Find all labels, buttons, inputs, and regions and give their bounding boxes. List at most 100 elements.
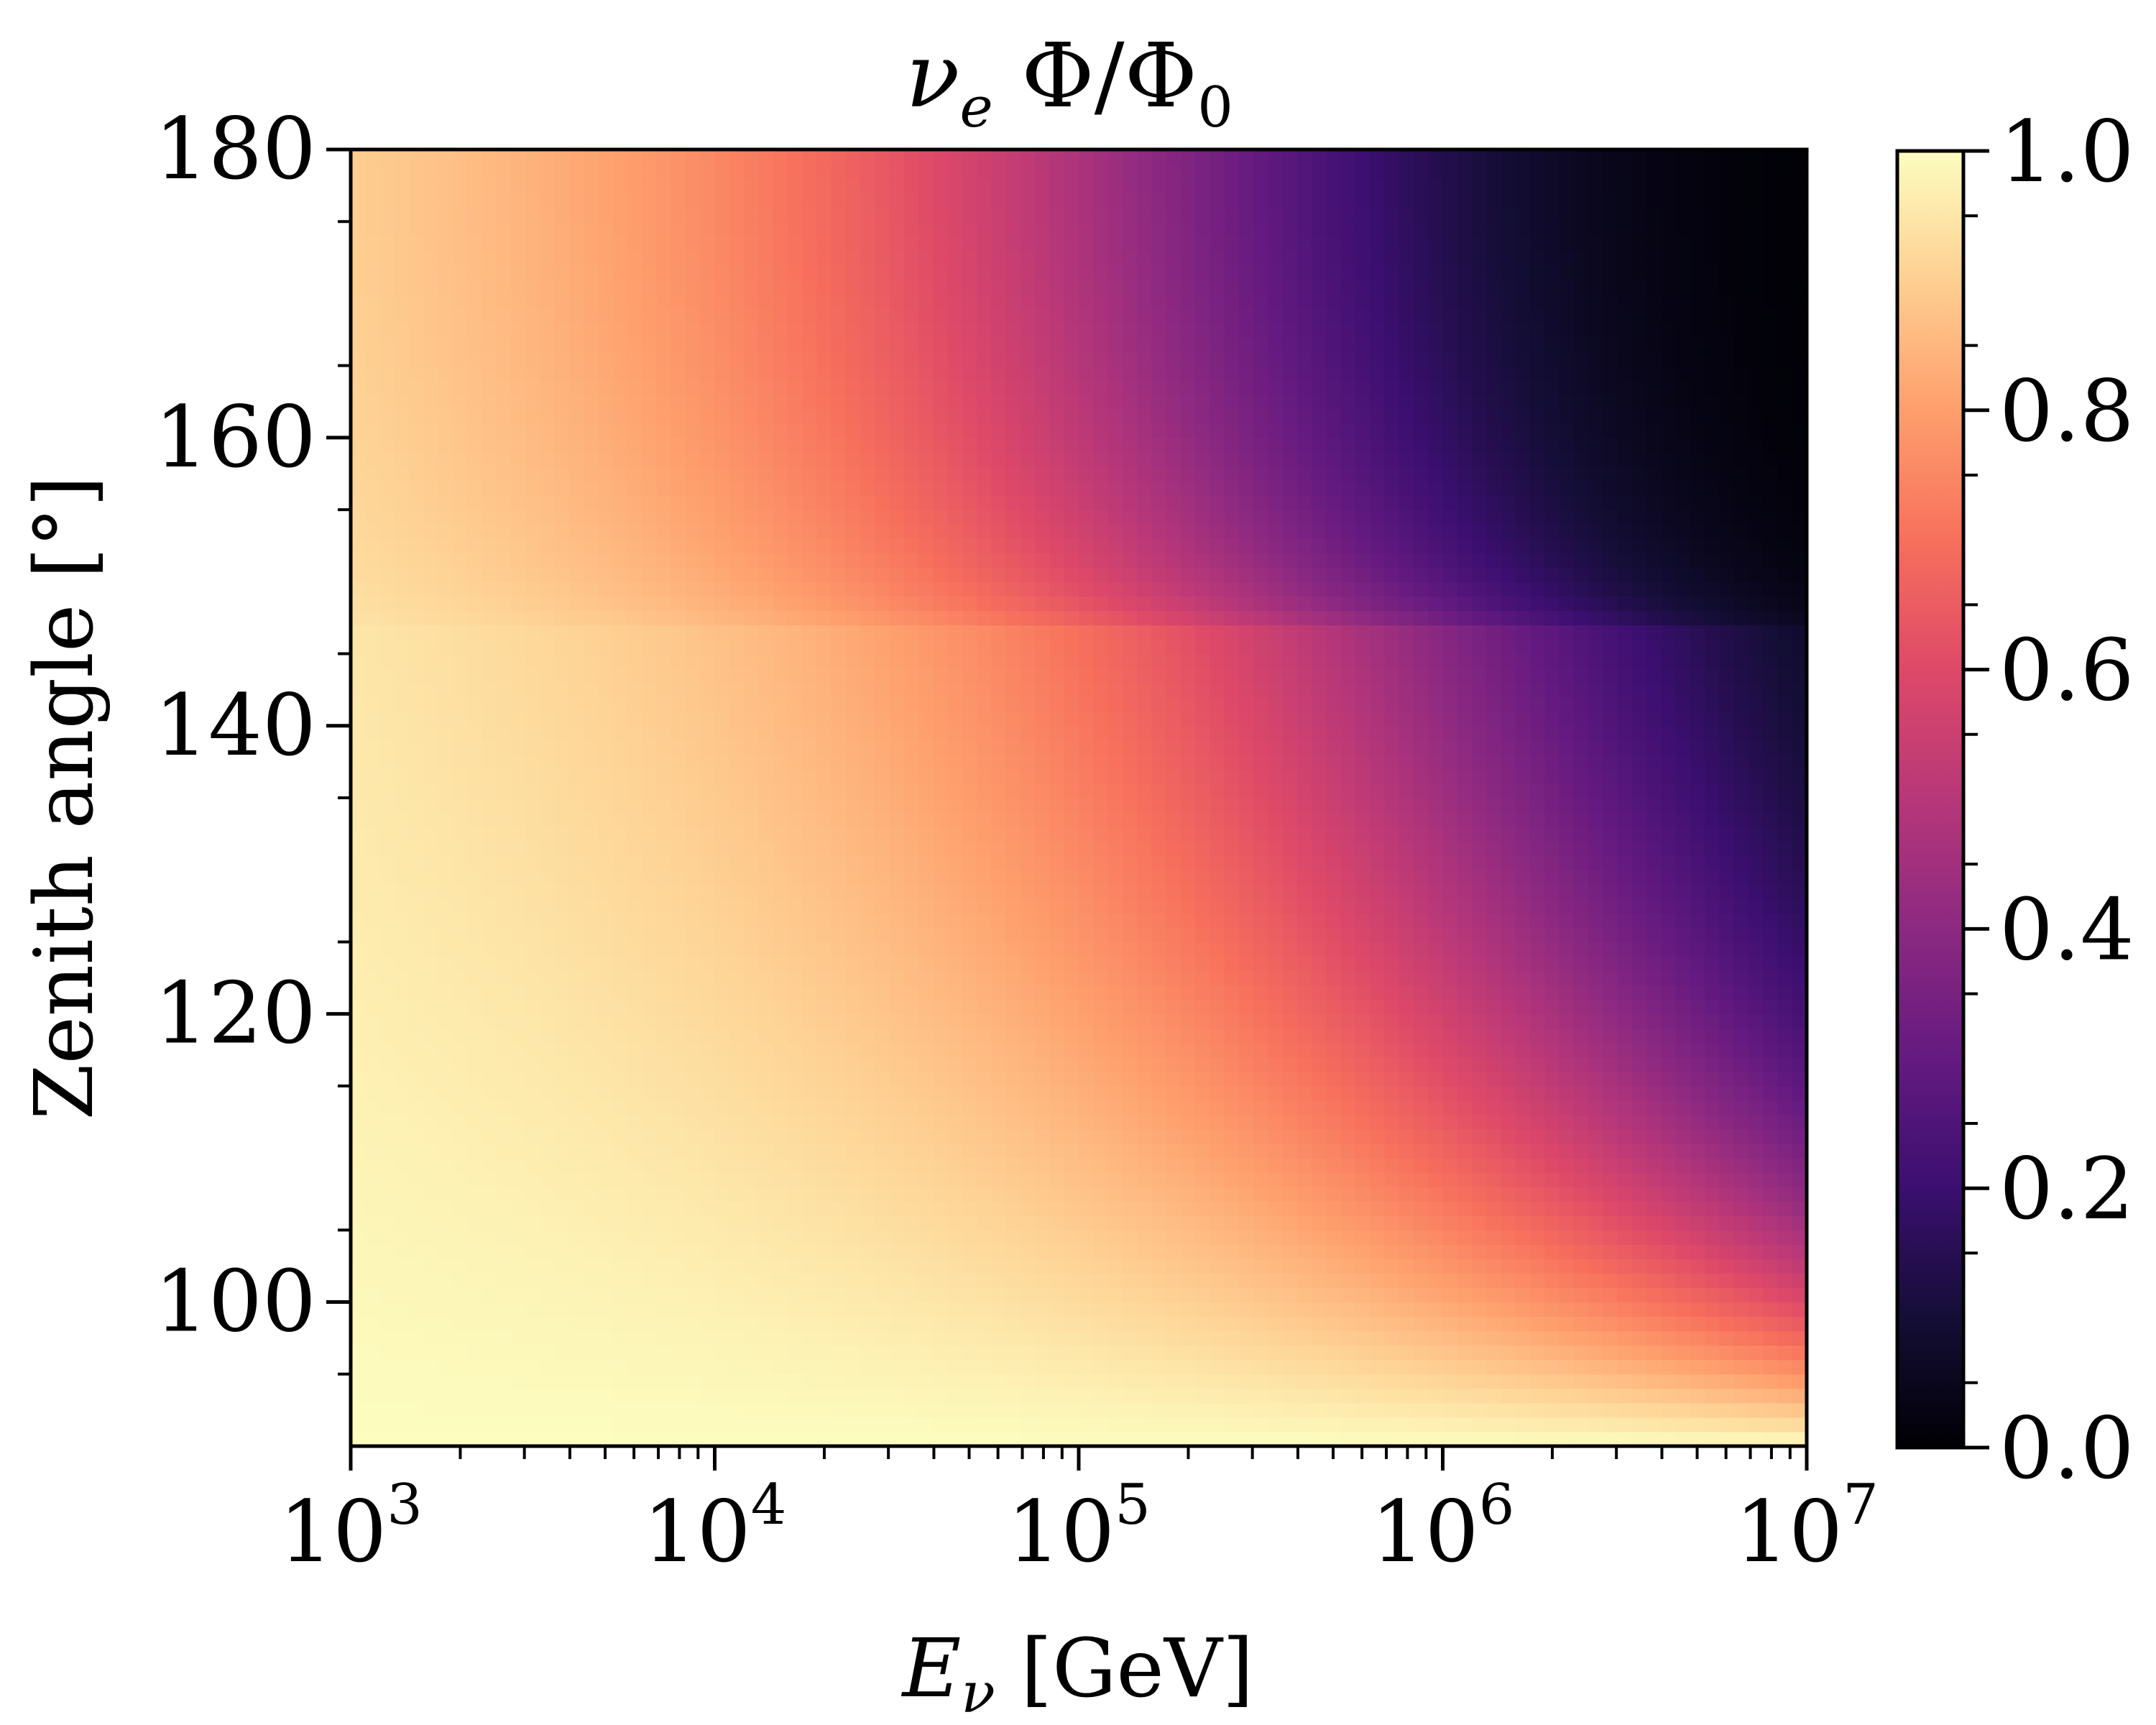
heatmap-cell [1137,1013,1152,1029]
heatmap-cell [394,768,410,784]
heatmap-cell [729,927,745,943]
heatmap-cell [729,1013,745,1029]
heatmap-cell [671,250,686,265]
heatmap-cell [889,639,905,655]
heatmap-cell [947,1042,963,1058]
heatmap-cell [379,913,395,928]
heatmap-cell [744,740,759,755]
heatmap-cell [1020,1042,1036,1058]
heatmap-cell [423,221,439,236]
heatmap-cell [423,1374,439,1389]
heatmap-cell [802,150,817,165]
heatmap-cell [1049,1215,1065,1230]
heatmap-cell [1005,567,1021,582]
heatmap-cell [1064,696,1079,712]
heatmap-cell [365,610,381,626]
heatmap-cell [627,898,642,914]
heatmap-cell [452,1071,468,1087]
heatmap-cell [409,1230,424,1245]
heatmap-cell [379,408,395,424]
heatmap-cell [496,1302,512,1317]
heatmap-cell [903,812,919,827]
heatmap-cell [875,1388,890,1404]
heatmap-cell [379,1187,395,1202]
heatmap-cell [685,827,701,842]
heatmap-cell [1107,725,1123,741]
heatmap-cell [1107,956,1123,972]
heatmap-cell [1093,884,1109,899]
heatmap-cell [729,1187,745,1202]
heatmap-cell [554,610,570,626]
heatmap-cell [831,322,847,338]
heatmap-cell [875,1144,890,1159]
heatmap-cell [831,870,847,885]
heatmap-cell [656,841,672,856]
heatmap-cell [467,999,482,1015]
heatmap-cell [656,510,672,525]
heatmap-cell [423,1230,439,1245]
heatmap-cell [1035,1172,1051,1187]
heatmap-cell [714,1345,730,1361]
heatmap-cell [773,1345,788,1361]
heatmap-cell [656,1071,672,1087]
heatmap-cell [554,1144,570,1159]
heatmap-cell [991,870,1007,885]
heatmap-cell [729,596,745,612]
heatmap-cell [351,221,366,236]
heatmap-cell [540,451,556,467]
heatmap-cell [1049,279,1065,295]
heatmap-cell [627,812,642,827]
heatmap-cell [409,855,424,870]
heatmap-cell [584,365,599,381]
heatmap-cell [802,1013,817,1029]
heatmap-cell [933,1158,949,1173]
heatmap-cell [729,365,745,381]
heatmap-cell [685,1244,701,1260]
heatmap-cell [540,740,556,755]
heatmap-cell [598,495,614,510]
heatmap-cell [729,279,745,295]
heatmap-cell [1151,1201,1167,1216]
heatmap-cell [933,221,949,236]
heatmap-cell [918,827,934,842]
heatmap-cell [875,956,890,972]
heatmap-cell [816,783,832,799]
heatmap-cell [423,250,439,265]
heatmap-cell [394,956,410,972]
heatmap-cell [671,524,686,539]
heatmap-cell [438,1330,453,1346]
heatmap-cell [1020,250,1036,265]
heatmap-cell [991,639,1007,655]
heatmap-cell [525,985,540,1000]
heatmap-cell [787,322,803,338]
heatmap-cell [860,423,875,438]
heatmap-cell [598,250,614,265]
heatmap-cell [875,827,890,842]
heatmap-cell [962,812,977,827]
heatmap-cell [1122,1330,1138,1346]
heatmap-cell [496,1201,512,1216]
heatmap-cell [1122,394,1138,410]
heatmap-cell [612,423,628,438]
heatmap-cell [802,1201,817,1216]
heatmap-cell [933,423,949,438]
heatmap-cell [598,841,614,856]
heatmap-cell [1064,1100,1079,1116]
heatmap-cell [1107,1187,1123,1202]
heatmap-cell [1035,1244,1051,1260]
heatmap-cell [962,336,977,352]
heatmap-cell [642,827,658,842]
heatmap-cell [554,250,570,265]
heatmap-cell [656,481,672,496]
heatmap-cell [918,798,934,813]
heatmap-cell [933,798,949,813]
heatmap-cell [875,927,890,943]
heatmap-cell [787,1230,803,1245]
heatmap-cell [714,1071,730,1087]
heatmap-cell [903,768,919,784]
heatmap-cell [510,1042,526,1058]
heatmap-cell [787,1345,803,1361]
heatmap-cell [540,1302,556,1317]
heatmap-cell [991,193,1007,208]
heatmap-cell [744,567,759,582]
